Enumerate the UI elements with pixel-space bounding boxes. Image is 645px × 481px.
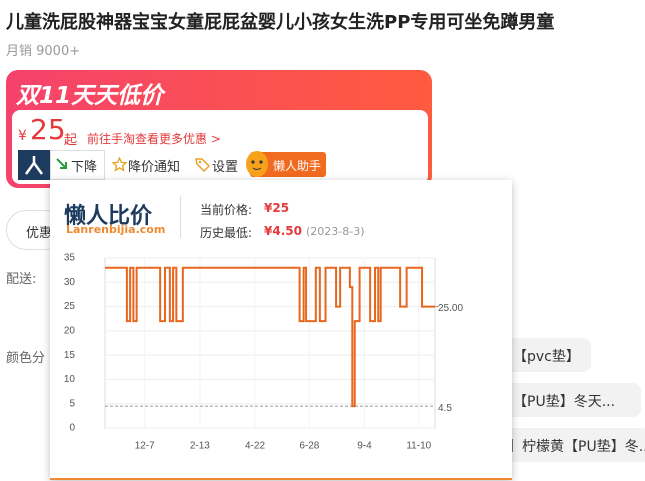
option-text: 【PU垫】冬天... — [513, 394, 616, 410]
down-arrow — [56, 158, 67, 169]
x-tick-label: 12-7 — [135, 441, 155, 452]
x-tick-label: 11-10 — [406, 441, 431, 452]
x-tick-label: 9-4 — [357, 441, 372, 452]
lowest-date: (2023-8-3) — [306, 225, 365, 238]
price-panel — [12, 110, 428, 184]
lowest-label: 历史最低: — [200, 226, 253, 240]
option-text: 】柠檬黄【PU垫】冬... — [508, 439, 645, 455]
coupon-text: 优惠 — [26, 226, 53, 241]
y-tick-label: 10 — [64, 374, 76, 385]
x-tick-label: 4-22 — [245, 441, 265, 452]
price-line — [105, 266, 435, 408]
reference-label: 25.00 — [438, 303, 463, 314]
plot-frame — [104, 257, 436, 429]
current-label: 当前价格: — [200, 203, 253, 217]
currency: ¥ — [18, 128, 27, 144]
assistant-face — [246, 151, 268, 177]
x-tick-label: 6-28 — [299, 441, 319, 452]
option-text: 【pvc垫】 — [513, 349, 580, 365]
option-pill[interactable] — [490, 383, 641, 417]
settings-button[interactable]: 设置 — [212, 160, 239, 175]
logo-button[interactable] — [18, 150, 50, 180]
y-tick-label: 0 — [69, 423, 75, 434]
current-price: ¥25 — [264, 201, 290, 215]
y-tick-label: 25 — [64, 301, 76, 312]
y-tick-label: 35 — [64, 253, 76, 264]
price-suffix: 起 — [64, 133, 78, 148]
sales: 月销 9000+ — [6, 44, 81, 59]
price: 25 — [30, 113, 66, 146]
promo-text: 双11天天低价 — [16, 83, 164, 109]
popup-logo: 懒人比价 — [64, 204, 153, 229]
shipping-label: 配送: — [6, 272, 37, 287]
popup-site: Lanrenbijia.com — [66, 223, 166, 236]
y-tick-label: 15 — [64, 350, 76, 361]
trend-text: 下降 — [71, 160, 98, 175]
divider — [180, 196, 181, 238]
lowest-price: ¥4.50 — [264, 224, 302, 238]
assistant-text: 懒人助手 — [273, 159, 322, 173]
reference-label: 4.5 — [438, 403, 452, 414]
x-tick-label: 2-13 — [190, 441, 210, 452]
y-tick-label: 20 — [64, 325, 76, 336]
product-title: 儿童洗屁股神器宝宝女童屁屁盆婴儿小孩女生洗PP专用可坐免蹲男童 — [6, 12, 555, 33]
tag-icon — [195, 158, 210, 172]
price-chart: 0 5 10 15 20 25 30 35 12-7 2-13 4-22 6-28 9-4 11-10 25… — [64, 253, 464, 452]
notify-button[interactable]: 降价通知 — [128, 160, 181, 175]
trend-button[interactable] — [50, 150, 105, 180]
color-label: 颜色分 — [6, 351, 46, 366]
option-pill[interactable] — [490, 428, 645, 462]
y-tick-label: 30 — [64, 277, 76, 288]
promo-link[interactable]: 前往手淘查看更多优惠 > — [87, 132, 221, 146]
logo-icon — [24, 156, 44, 175]
star-icon — [112, 157, 127, 172]
y-tick-label: 5 — [69, 398, 75, 409]
